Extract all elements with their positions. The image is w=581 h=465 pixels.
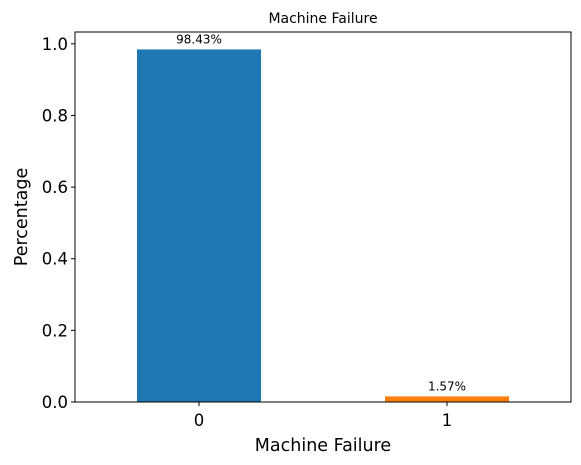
bar-0 <box>137 49 261 403</box>
data-labels-group: 98.43% 1.57% <box>176 32 466 393</box>
y-tick-label: 0.0 <box>42 393 68 412</box>
bar-1 <box>385 396 509 402</box>
y-tick-label: 0.8 <box>42 106 68 125</box>
y-axis-label: Percentage <box>12 168 32 266</box>
y-tick-label: 0.6 <box>42 178 68 197</box>
x-tick-label-1: 1 <box>442 411 453 430</box>
data-label-1: 1.57% <box>428 379 466 393</box>
x-axis-label: Machine Failure <box>255 436 391 456</box>
y-tick-label: 1.0 <box>42 35 68 54</box>
chart-title: Machine Failure <box>268 11 377 27</box>
plot-frame <box>74 31 572 403</box>
bars-group <box>137 49 509 403</box>
x-tick-label-0: 0 <box>194 411 205 430</box>
y-tick-label: 0.2 <box>42 321 68 340</box>
data-label-0: 98.43% <box>176 32 222 46</box>
y-axis-ticks: 0.0 0.2 0.4 0.6 0.8 1.0 <box>42 35 75 412</box>
y-tick-label: 0.4 <box>42 250 68 269</box>
